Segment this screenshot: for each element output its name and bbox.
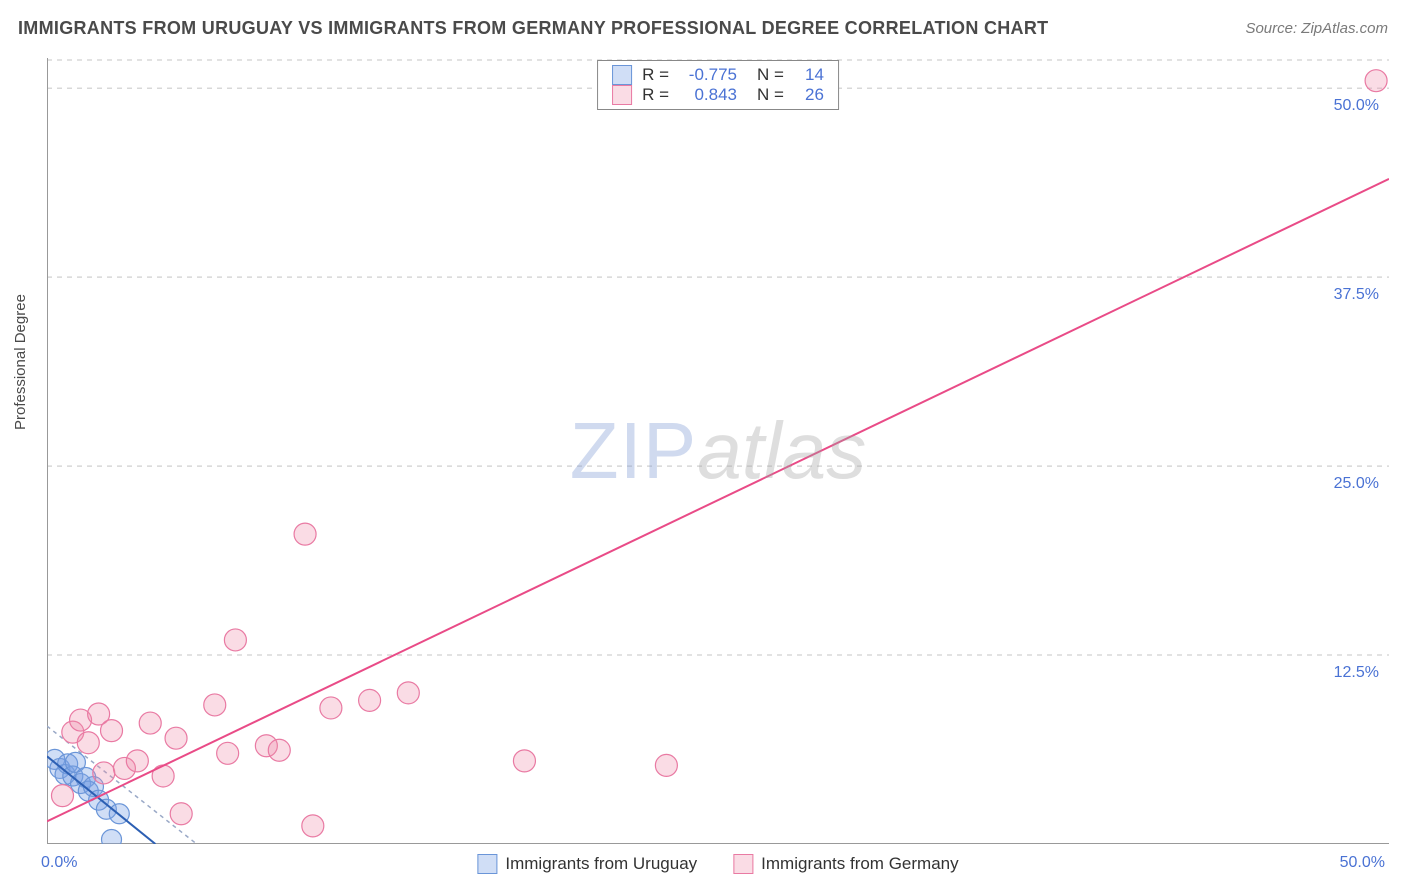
chart-header: IMMIGRANTS FROM URUGUAY VS IMMIGRANTS FR…	[18, 18, 1388, 39]
data-point	[170, 803, 192, 825]
stat-swatch	[612, 85, 632, 105]
stat-r-value: -0.775	[679, 65, 737, 85]
trend-line	[47, 179, 1389, 821]
stat-r-value: 0.843	[679, 85, 737, 105]
stat-row: R = 0.843 N = 26	[612, 85, 824, 105]
data-point	[513, 750, 535, 772]
data-point	[320, 697, 342, 719]
data-point	[77, 732, 99, 754]
y-tick-label: 25.0%	[1334, 475, 1379, 492]
data-point	[1365, 70, 1387, 92]
stat-r-label: R =	[642, 85, 669, 105]
source-label: Source: ZipAtlas.com	[1245, 20, 1388, 37]
stat-n-value: 26	[794, 85, 824, 105]
stat-n-label: N =	[757, 65, 784, 85]
legend-label: Immigrants from Uruguay	[505, 854, 697, 874]
legend-item: Immigrants from Germany	[733, 854, 958, 874]
data-point	[139, 712, 161, 734]
data-point	[93, 762, 115, 784]
stat-n-value: 14	[794, 65, 824, 85]
chart-title: IMMIGRANTS FROM URUGUAY VS IMMIGRANTS FR…	[18, 18, 1048, 39]
data-point	[126, 750, 148, 772]
chart-svg: 12.5% 25.0% 37.5% 50.0%	[47, 58, 1389, 844]
data-point	[217, 742, 239, 764]
data-point	[268, 739, 290, 761]
data-point	[655, 754, 677, 776]
x-tick-label: 0.0%	[41, 854, 77, 872]
data-point	[152, 765, 174, 787]
data-point	[51, 785, 73, 807]
data-point	[102, 829, 122, 844]
data-point	[302, 815, 324, 837]
stat-swatch	[612, 65, 632, 85]
stat-n-label: N =	[757, 85, 784, 105]
data-point	[165, 727, 187, 749]
data-point	[294, 523, 316, 545]
data-point	[224, 629, 246, 651]
stat-row: R = -0.775 N = 14	[612, 65, 824, 85]
legend-item: Immigrants from Uruguay	[477, 854, 697, 874]
x-tick-label: 50.0%	[1340, 854, 1385, 872]
correlation-stats-box: R = -0.775 N = 14R = 0.843 N = 26	[597, 60, 839, 110]
legend-bottom: Immigrants from Uruguay Immigrants from G…	[477, 854, 958, 874]
data-point	[101, 720, 123, 742]
legend-swatch	[733, 854, 753, 874]
y-tick-label: 12.5%	[1334, 664, 1379, 681]
y-tick-label: 37.5%	[1334, 286, 1379, 303]
stat-r-label: R =	[642, 65, 669, 85]
legend-label: Immigrants from Germany	[761, 854, 958, 874]
y-tick-label: 50.0%	[1334, 97, 1379, 114]
y-axis-label: Professional Degree	[12, 294, 29, 430]
legend-swatch	[477, 854, 497, 874]
chart-plot-area: 12.5%25.0%37.5%50.0% ZIPatlas R = -0.775…	[47, 58, 1389, 844]
data-point	[204, 694, 226, 716]
data-point	[397, 682, 419, 704]
data-point	[359, 689, 381, 711]
